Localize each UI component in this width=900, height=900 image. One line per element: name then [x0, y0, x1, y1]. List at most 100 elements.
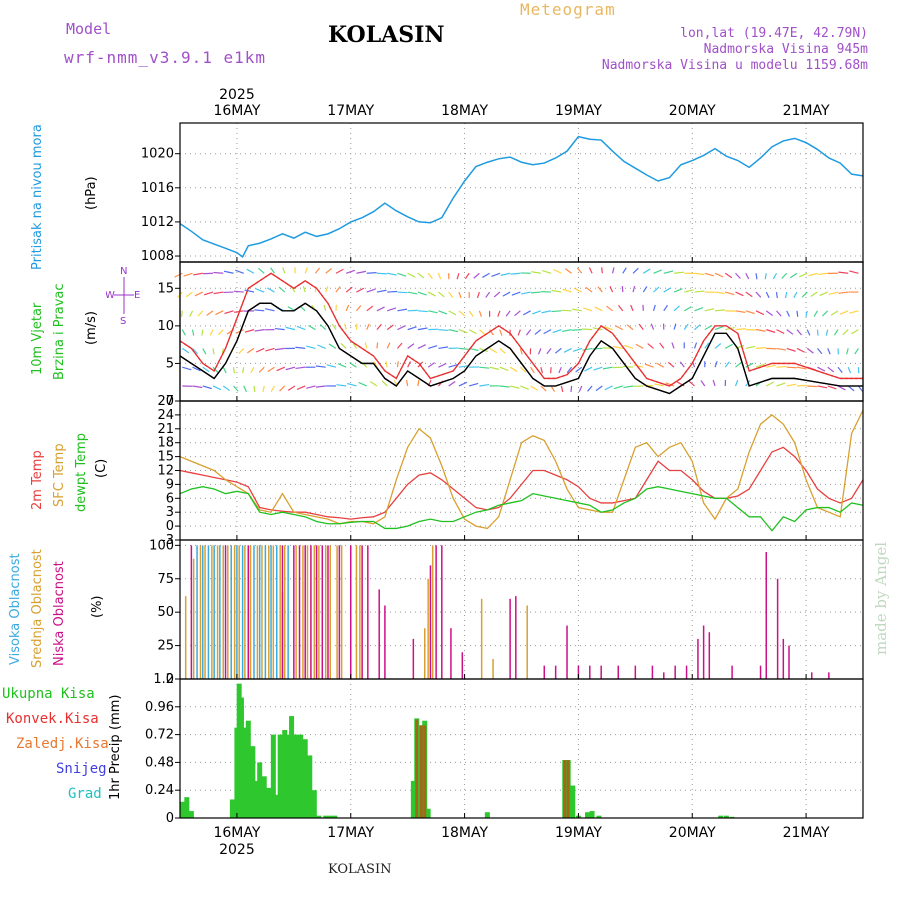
wind-vector	[659, 342, 665, 349]
wind-vector	[328, 343, 337, 349]
x-tick-label-top: 17MAY	[327, 103, 374, 119]
wind-vector	[827, 385, 837, 390]
wind-vector	[519, 366, 527, 373]
wind-vector	[735, 328, 746, 331]
precip-bar	[723, 815, 729, 818]
wind-vector	[499, 385, 510, 388]
precip-bar	[266, 787, 272, 818]
wind-vector	[296, 385, 306, 390]
wind-vector	[335, 268, 344, 274]
wind-vector	[847, 366, 852, 374]
wind-vector	[514, 310, 521, 317]
y-tick-label: 25	[157, 639, 174, 654]
wind-vector	[582, 347, 593, 351]
y-tick-label: 1012	[141, 215, 174, 230]
wind-vector	[458, 381, 468, 387]
wind-vector	[550, 385, 556, 392]
wind-vector	[325, 267, 332, 274]
wind-vector	[572, 347, 583, 352]
precip-bar	[270, 734, 276, 818]
wind-vector	[825, 329, 829, 336]
wind-vector	[287, 385, 296, 391]
wind-vector	[202, 348, 207, 355]
wind-vector	[438, 291, 445, 298]
wind-vector	[663, 304, 668, 312]
wind-compass-legend: N W E S	[106, 266, 140, 327]
precip-bar	[289, 716, 295, 818]
wind-vector	[693, 342, 698, 349]
wind-vector	[563, 347, 572, 353]
legend-snow: Snijeg	[56, 761, 107, 777]
wind-vector	[276, 366, 285, 372]
wind-vector	[479, 347, 489, 353]
wind-vector	[796, 347, 805, 353]
wind-vector	[796, 384, 807, 387]
wind-vector	[285, 366, 296, 371]
wind-panel-frame	[179, 261, 864, 402]
wind-vector	[624, 344, 634, 349]
wind-vector	[583, 307, 593, 312]
wind-vector	[805, 310, 808, 317]
wind-vector	[806, 347, 814, 354]
wind-vector	[786, 366, 797, 369]
wind-vector	[587, 385, 593, 392]
wind-vector	[622, 267, 627, 274]
wind-vector	[306, 385, 316, 389]
wind-vector	[714, 361, 718, 368]
wind-vector	[427, 345, 438, 349]
wind-vector	[224, 310, 234, 315]
precip-bar	[179, 801, 185, 818]
wind-vector	[704, 342, 710, 349]
wind-vector	[489, 329, 494, 336]
wind-vector	[784, 291, 788, 299]
wind-vector	[222, 366, 227, 374]
legend-graupel: Grad	[68, 786, 102, 802]
precip-bar	[257, 762, 263, 818]
x-tick-label-bottom: 17MAY	[327, 825, 374, 841]
wind-vector	[611, 267, 615, 274]
wind-vector	[652, 304, 656, 312]
wind-vector	[653, 286, 660, 293]
wind-vector	[623, 365, 634, 368]
precip-bar	[284, 734, 290, 818]
wind-vector	[232, 367, 235, 374]
wind-vector	[345, 269, 356, 274]
y-tick-label: 50	[157, 605, 174, 620]
wind-vector	[189, 310, 194, 317]
wind-vector	[209, 329, 214, 336]
wind-vector	[551, 310, 562, 313]
wind-vector	[694, 324, 701, 331]
wind-vector	[604, 385, 613, 391]
wind-vector	[667, 361, 675, 368]
wind-vector	[854, 348, 859, 355]
wind-vector	[458, 329, 468, 334]
wind-vector	[247, 347, 255, 354]
wind-vector	[499, 347, 506, 354]
altitude-label: Nadmorska Visina 945m	[703, 42, 868, 57]
precip-bar	[484, 812, 490, 818]
wind-vector	[258, 267, 265, 274]
wind-vector	[665, 382, 675, 387]
wind-vector	[578, 385, 583, 393]
wind-vector	[554, 347, 562, 354]
wind-vector	[213, 271, 224, 274]
station-title: KOLASIN	[328, 22, 445, 48]
wind-vector	[482, 272, 490, 278]
wind-vector	[734, 379, 739, 387]
wind-vector	[724, 272, 733, 279]
wind-vector	[369, 381, 378, 387]
wind-vector	[776, 347, 787, 351]
model-value: wrf-nmm_v3.9.1 e1km	[64, 48, 267, 67]
wind-vector	[233, 385, 239, 392]
wind-vector	[265, 347, 275, 352]
wind-vector	[786, 329, 794, 335]
wind-vector	[575, 366, 583, 373]
wind-vector	[417, 310, 428, 313]
wind-vector	[543, 329, 552, 335]
panel-frame	[179, 678, 864, 819]
precip-bar	[184, 797, 190, 818]
wind-vector	[262, 385, 265, 393]
wind-vector	[279, 385, 286, 392]
wind-vector	[704, 272, 714, 277]
wind-vector	[650, 323, 655, 330]
